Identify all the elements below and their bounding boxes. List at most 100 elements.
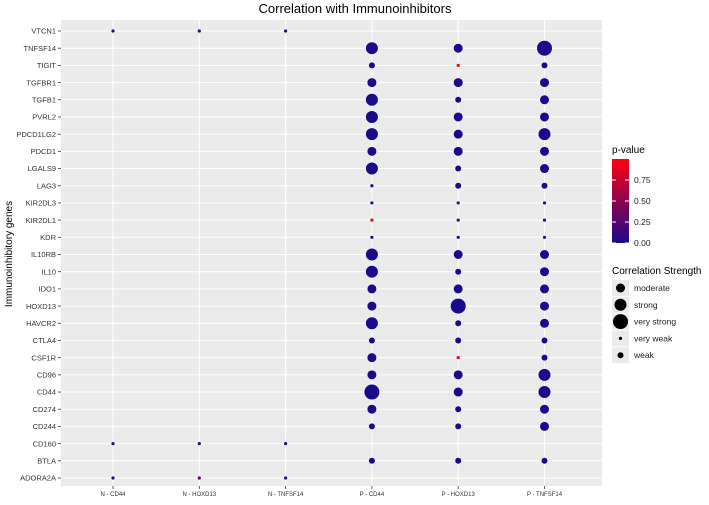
data-point — [370, 184, 374, 188]
y-tick-label: TNFSF14 — [23, 44, 56, 53]
data-point — [365, 128, 378, 141]
strength-legend-title: Correlation Strength — [612, 266, 702, 277]
data-point — [540, 164, 549, 174]
data-point — [111, 442, 115, 446]
data-point — [453, 78, 463, 88]
data-point — [453, 370, 463, 380]
y-tick-label: CTLA4 — [33, 336, 56, 345]
y-tick-label: LAG3 — [37, 181, 56, 190]
data-point — [540, 421, 549, 431]
colorbar-label: 0.25 — [634, 217, 651, 227]
y-tick-label: CD274 — [33, 405, 56, 414]
y-tick-label: CD96 — [37, 371, 56, 380]
data-point — [455, 457, 462, 464]
data-point — [541, 354, 548, 361]
size-legend-label: weak — [633, 350, 655, 360]
data-point — [370, 235, 374, 239]
y-tick-label: CSF1R — [31, 353, 56, 362]
x-tick-label: P - HOXD13 — [442, 492, 476, 498]
data-point — [111, 29, 115, 33]
y-tick-label: HAVCR2 — [26, 319, 56, 328]
data-point — [540, 301, 549, 311]
data-point — [197, 442, 201, 446]
plot-panel — [61, 20, 602, 486]
y-tick-label: BTLA — [37, 457, 56, 466]
x-tick-label: P - TNFSF14 — [527, 492, 563, 498]
data-point — [367, 78, 377, 88]
data-point — [538, 368, 551, 381]
data-point — [453, 146, 463, 156]
colorbar-label: 0.75 — [634, 175, 651, 185]
data-point — [541, 337, 548, 344]
data-point — [284, 442, 288, 446]
y-tick-label: LGALS9 — [28, 164, 56, 173]
data-point — [197, 476, 201, 480]
data-point — [370, 201, 374, 205]
data-points — [111, 29, 552, 480]
y-tick-label: CD44 — [37, 388, 56, 397]
data-point — [540, 95, 549, 105]
size-legend-dot — [613, 314, 628, 330]
data-point — [455, 337, 462, 344]
y-tick-label: HOXD13 — [26, 302, 56, 311]
data-point — [540, 112, 549, 122]
data-point — [365, 110, 378, 123]
data-point — [455, 165, 462, 172]
y-axis-title: Immunoinhibitory genes — [4, 201, 15, 307]
data-point — [455, 423, 462, 430]
data-point — [370, 218, 374, 222]
y-axis-ticks: VTCN1TNFSF14TIGITTGFBR1TGFB1PVRL2PDCD1LG… — [16, 27, 61, 483]
data-point — [367, 146, 377, 156]
size-legend-dot — [614, 298, 627, 311]
data-point — [541, 62, 548, 69]
x-tick-label: N - TNFSF14 — [268, 492, 304, 498]
y-tick-label: KIR2DL3 — [26, 199, 56, 208]
data-point — [367, 370, 377, 380]
y-tick-label: IDO1 — [38, 285, 56, 294]
pvalue-colorbar — [612, 159, 629, 243]
data-point — [111, 476, 115, 480]
data-point — [368, 337, 375, 344]
y-tick-label: TIGIT — [37, 61, 57, 70]
data-point — [540, 267, 549, 277]
data-point — [453, 387, 463, 397]
data-point — [540, 318, 549, 328]
data-point — [540, 284, 549, 294]
y-tick-label: KDR — [40, 233, 56, 242]
x-tick-label: N - CD44 — [100, 492, 126, 498]
data-point — [453, 129, 463, 139]
data-point — [538, 128, 551, 141]
data-point — [542, 235, 547, 239]
y-tick-label: CD160 — [33, 439, 56, 448]
size-legend-dot — [616, 283, 625, 293]
pvalue-legend: p-value 0.75 0.50 0.25 0.00 — [612, 145, 651, 248]
y-tick-label: TGFBR1 — [26, 78, 56, 87]
data-point — [455, 320, 462, 327]
y-tick-label: TGFB1 — [32, 95, 56, 104]
data-point — [365, 162, 378, 175]
data-point — [541, 457, 548, 464]
y-tick-label: PVRL2 — [32, 113, 56, 122]
data-point — [453, 43, 463, 53]
data-point — [456, 63, 460, 67]
data-point — [364, 384, 380, 400]
colorbar-label: 0.50 — [634, 196, 651, 206]
data-point — [365, 265, 378, 278]
data-point — [456, 218, 460, 222]
data-point — [542, 218, 547, 222]
x-axis-ticks: N - CD44 N - HOXD13 N - TNFSF14 P - CD44 P -… — [100, 486, 563, 498]
data-point — [450, 298, 466, 314]
data-point — [284, 476, 288, 480]
size-legend-label: very strong — [634, 317, 676, 327]
data-point — [365, 248, 378, 261]
data-point — [455, 182, 462, 189]
data-point — [456, 235, 460, 239]
data-point — [540, 250, 549, 259]
data-point — [197, 29, 201, 33]
data-point — [365, 317, 378, 330]
y-tick-label: IL10RB — [31, 250, 56, 259]
data-point — [537, 40, 552, 56]
data-point — [455, 406, 462, 413]
data-point — [368, 423, 375, 430]
